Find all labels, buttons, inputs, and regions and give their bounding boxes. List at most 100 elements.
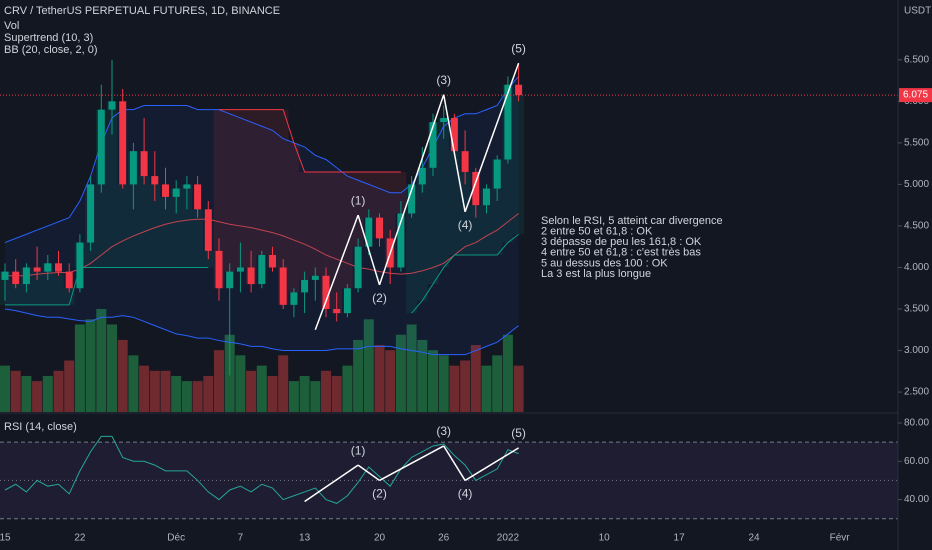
x-tick-label: 26: [438, 533, 450, 544]
note-line: 4 entre 50 et 61,8 : c'est très bas: [541, 247, 701, 259]
candle-body: [483, 188, 490, 206]
supertrend-fill: [256, 109, 268, 256]
supertrend-fill: [481, 188, 492, 256]
note-line: 2 entre 50 et 61,8 : OK: [541, 226, 653, 238]
supertrend-fill: [320, 171, 332, 309]
bb-fill: [422, 147, 433, 355]
volume-bar: [513, 365, 524, 412]
candle-body: [322, 275, 330, 309]
y-tick-label: 5.500: [904, 138, 929, 149]
wave-label: (1): [351, 193, 366, 207]
volume-bar: [107, 324, 117, 412]
volume-bar: [331, 375, 342, 412]
supertrend-fill: [31, 271, 43, 305]
supertrend-fill: [42, 263, 54, 305]
volume-bar: [149, 370, 160, 412]
volume-bar: [438, 355, 449, 412]
bb-fill: [165, 105, 177, 334]
volume-bar: [374, 345, 385, 412]
candle-body: [247, 267, 255, 285]
volume-bar: [0, 365, 10, 412]
note-line: La 3 est la plus longue: [541, 268, 651, 280]
bb-fill: [454, 113, 466, 355]
candle-body: [108, 101, 116, 110]
bb-fill: [15, 234, 27, 314]
supertrend-fill: [384, 171, 396, 268]
y-tick-label: 80.00: [904, 418, 929, 429]
supertrend-fill: [138, 176, 150, 268]
volume-bar: [449, 365, 460, 412]
volume-bar: [395, 334, 406, 412]
x-tick-label: 13: [299, 533, 311, 544]
rsi-line: [4, 435, 519, 504]
bb-fill: [433, 126, 444, 355]
y-tick-label: 40.00: [904, 494, 929, 505]
bb-fill: [304, 147, 316, 351]
candle-body: [162, 184, 169, 197]
supertrend-fill: [331, 171, 343, 314]
x-tick-label: 7: [238, 533, 244, 544]
volume-bar: [181, 381, 192, 412]
candle-body: [461, 151, 469, 172]
supertrend-fill: [213, 109, 225, 289]
volume-bar: [256, 365, 267, 412]
bb-lower: [4, 308, 519, 356]
volume-bar: [310, 381, 321, 412]
candle-body: [151, 176, 159, 185]
volume-bar: [171, 375, 182, 412]
supertrend-fill: [117, 184, 129, 268]
supertrend-fill: [160, 196, 171, 268]
y-tick-label: 5.000: [904, 179, 929, 190]
wave-label: (2): [372, 487, 387, 501]
wave-label: (1): [351, 443, 366, 457]
wave-segment: [378, 94, 445, 286]
volume-bar: [288, 381, 299, 412]
candle-body: [333, 309, 341, 314]
supertrend-fill: [427, 122, 439, 285]
y-tick-label: 4.000: [904, 262, 929, 273]
supertrend-fill: [53, 271, 64, 305]
wave-segment: [443, 445, 466, 481]
candle-body: [269, 255, 276, 268]
candle-body: [183, 184, 191, 189]
bb-fill: [443, 117, 455, 355]
bb-fill: [5, 238, 16, 311]
candle-body: [429, 122, 437, 168]
x-tick-label: Déc: [167, 533, 185, 544]
supertrend-fill: [309, 171, 321, 276]
candle-body: [44, 263, 52, 272]
x-tick-label: 17: [674, 533, 686, 544]
wave-label: (5): [511, 426, 526, 440]
volume-bar: [192, 381, 203, 412]
x-tick-label: 15: [0, 533, 11, 544]
volume-bar: [96, 309, 107, 412]
wave-segment: [442, 94, 466, 212]
rsi-pane: [0, 435, 898, 520]
wave-segment: [379, 445, 445, 482]
volume-bar: [160, 370, 171, 412]
candle-body: [450, 117, 458, 152]
candle-body: [33, 267, 41, 272]
candle-body: [301, 279, 309, 293]
indicator-label: Vol: [4, 20, 19, 32]
supertrend-fill: [470, 205, 482, 256]
last-price-tag: [899, 88, 932, 103]
volume-bar: [321, 370, 331, 412]
y-tick-label: 3.000: [904, 345, 929, 356]
chart-title: CRV / TetherUS PERPETUAL FUTURES, 1D, BI…: [4, 5, 280, 17]
volume-bar: [385, 350, 396, 412]
candle-body: [376, 217, 383, 239]
volume-bar: [460, 360, 471, 412]
volume-bar: [53, 370, 64, 412]
bb-fill: [411, 167, 423, 353]
y-tick-label: 60.00: [904, 456, 929, 467]
wave-segment: [314, 214, 359, 331]
candle-body: [279, 267, 287, 305]
supertrend-fill: [245, 109, 257, 285]
volume-bar: [42, 375, 53, 412]
x-tick-label: 20: [374, 533, 386, 544]
candle-body: [97, 109, 105, 185]
